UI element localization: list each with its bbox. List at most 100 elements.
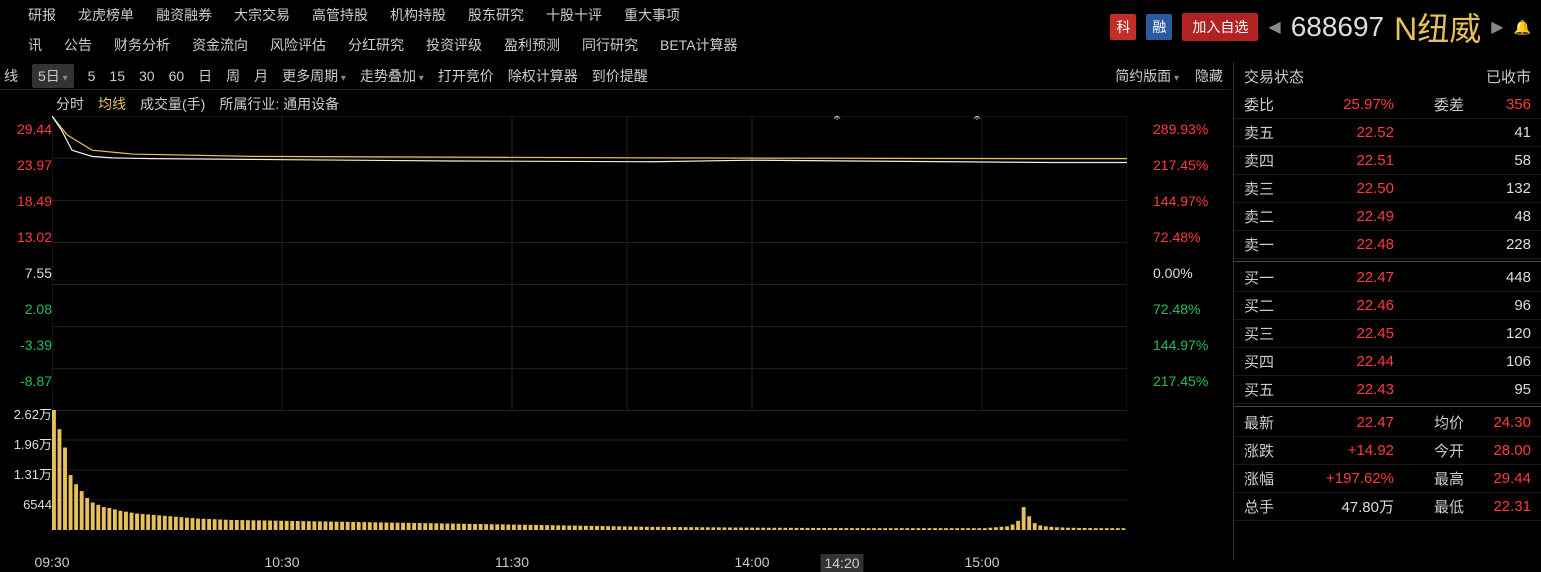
trend-overlay[interactable]: 走势叠加 xyxy=(360,66,424,86)
x-tick: 09:30 xyxy=(34,554,69,570)
svg-text:✳: ✳ xyxy=(832,116,842,123)
period-week[interactable]: 周 xyxy=(226,66,240,86)
orderbook-row: 卖二 22.49 48 xyxy=(1234,203,1541,231)
stat-value: 24.30 xyxy=(1464,414,1531,431)
chart-toolbar: 线 5日 5 15 30 60 日 周 月 更多周期 走势叠加 打开竞价 除权计… xyxy=(0,62,1231,90)
y-axis-left: 29.4423.9718.4913.027.552.08-3.39-8.87 xyxy=(2,122,52,410)
top-nav: 研报 龙虎榜单 融资融券 大宗交易 高管持股 机构持股 股东研究 十股十评 重大事项 讯 公告 财务… xyxy=(0,0,1541,60)
ob-qty: 41 xyxy=(1394,124,1531,141)
weicha-value: 356 xyxy=(1464,96,1531,113)
weicha-label: 委差 xyxy=(1394,94,1464,115)
ob-label: 卖四 xyxy=(1244,150,1314,171)
nav-item[interactable]: 同行研究 xyxy=(582,35,638,55)
open-auction[interactable]: 打开竞价 xyxy=(438,66,494,86)
x-tick: 11:30 xyxy=(495,554,529,570)
nav-item[interactable]: 研报 xyxy=(28,5,56,25)
bell-icon[interactable]: 🔔 xyxy=(1514,19,1531,36)
ob-price: 22.47 xyxy=(1314,269,1394,286)
stock-code: 688697 xyxy=(1291,11,1384,43)
stat-row: 涨幅 +197.62% 最高 29.44 xyxy=(1234,465,1541,493)
ob-qty: 48 xyxy=(1394,208,1531,225)
prev-stock-arrow[interactable]: ◀ xyxy=(1268,17,1280,37)
more-periods[interactable]: 更多周期 xyxy=(282,66,346,86)
period-30m[interactable]: 30 xyxy=(139,68,155,84)
period-5m[interactable]: 5 xyxy=(88,68,96,84)
stock-name: N纽威 xyxy=(1394,4,1481,50)
volume-chart[interactable] xyxy=(52,410,1127,530)
ob-price: 22.46 xyxy=(1314,297,1394,314)
add-watchlist-button[interactable]: 加入自选 xyxy=(1182,13,1258,41)
ob-qty: 228 xyxy=(1394,236,1531,253)
next-stock-arrow[interactable]: ▶ xyxy=(1491,17,1503,37)
nav-item[interactable]: BETA计算器 xyxy=(660,35,738,55)
nav-item[interactable]: 大宗交易 xyxy=(234,5,290,25)
weibi-row: 委比 25.97% 委差 356 xyxy=(1234,91,1541,119)
orderbook-row: 买五 22.43 95 xyxy=(1234,376,1541,404)
nav-item[interactable]: 分红研究 xyxy=(348,35,404,55)
stat-value: 28.00 xyxy=(1464,442,1531,459)
trading-status-row: 交易状态 已收市 xyxy=(1234,62,1541,91)
nav-item[interactable]: 财务分析 xyxy=(114,35,170,55)
y-axis-right: 289.93%217.45%144.97%72.48%0.00%72.48%14… xyxy=(1153,122,1223,410)
period-month[interactable]: 月 xyxy=(254,66,268,86)
nav-item[interactable]: 资金流向 xyxy=(192,35,248,55)
ob-qty: 96 xyxy=(1394,297,1531,314)
stat-row: 最新 22.47 均价 24.30 xyxy=(1234,409,1541,437)
price-chart[interactable]: ✳✳ xyxy=(52,116,1127,411)
hide-button[interactable]: 隐藏 xyxy=(1195,66,1223,86)
layout-select[interactable]: 简约版面 xyxy=(1115,66,1179,86)
status-label: 交易状态 xyxy=(1244,66,1304,87)
nav-item[interactable]: 融资融券 xyxy=(156,5,212,25)
stat-label: 最新 xyxy=(1244,412,1314,433)
ob-qty: 58 xyxy=(1394,152,1531,169)
stat-label: 涨幅 xyxy=(1244,468,1314,489)
stat-row: 总手 47.80万 最低 22.31 xyxy=(1234,493,1541,521)
period-60m[interactable]: 60 xyxy=(169,68,185,84)
nav-item[interactable]: 讯 xyxy=(28,35,42,55)
stat-value: 22.47 xyxy=(1314,414,1394,431)
ob-qty: 95 xyxy=(1394,381,1531,398)
ob-label: 买二 xyxy=(1244,295,1314,316)
period-5day[interactable]: 5日 xyxy=(32,64,74,88)
ob-price: 22.45 xyxy=(1314,325,1394,342)
weibi-label: 委比 xyxy=(1244,94,1314,115)
ob-price: 22.44 xyxy=(1314,353,1394,370)
x-tick: 10:30 xyxy=(264,554,299,570)
ob-label: 卖三 xyxy=(1244,178,1314,199)
nav-item[interactable]: 风险评估 xyxy=(270,35,326,55)
nav-item[interactable]: 十股十评 xyxy=(546,5,602,25)
nav-item[interactable]: 龙虎榜单 xyxy=(78,5,134,25)
nav-item[interactable]: 投资评级 xyxy=(426,35,482,55)
orderbook-row: 买四 22.44 106 xyxy=(1234,348,1541,376)
ob-label: 买三 xyxy=(1244,323,1314,344)
stat-label: 今开 xyxy=(1394,440,1464,461)
stat-value: +197.62% xyxy=(1314,470,1394,487)
nav-item[interactable]: 高管持股 xyxy=(312,5,368,25)
nav-item[interactable]: 机构持股 xyxy=(390,5,446,25)
nav-item[interactable]: 盈利预测 xyxy=(504,35,560,55)
price-alert[interactable]: 到价提醒 xyxy=(592,66,648,86)
x-tick: 15:00 xyxy=(964,554,999,570)
nav-item[interactable]: 股东研究 xyxy=(468,5,524,25)
ob-qty: 448 xyxy=(1394,269,1531,286)
ob-label: 卖五 xyxy=(1244,122,1314,143)
orderbook-row: 卖一 22.48 228 xyxy=(1234,231,1541,259)
orderbook-row: 卖三 22.50 132 xyxy=(1234,175,1541,203)
ob-price: 22.43 xyxy=(1314,381,1394,398)
order-book-panel: 交易状态 已收市 委比 25.97% 委差 356 卖五 22.52 41 卖四… xyxy=(1233,62,1541,560)
x-tick: 14:20 xyxy=(820,554,863,572)
ob-price: 22.52 xyxy=(1314,124,1394,141)
badge-rong: 融 xyxy=(1146,14,1172,40)
period-15m[interactable]: 15 xyxy=(109,68,125,84)
svg-text:✳: ✳ xyxy=(972,116,982,123)
volume-axis: 2.62万1.96万1.31万6544 xyxy=(2,408,52,528)
nav-item[interactable]: 重大事项 xyxy=(624,5,680,25)
nav-item[interactable]: 公告 xyxy=(64,35,92,55)
x-tick: 14:00 xyxy=(734,554,769,570)
period-day[interactable]: 日 xyxy=(198,66,212,86)
chart-area: 29.4423.9718.4913.027.552.08-3.39-8.87 2… xyxy=(0,90,1225,560)
orderbook-row: 卖五 22.52 41 xyxy=(1234,119,1541,147)
exright-calc[interactable]: 除权计算器 xyxy=(508,66,578,86)
ob-label: 卖二 xyxy=(1244,206,1314,227)
badge-ke: 科 xyxy=(1110,14,1136,40)
